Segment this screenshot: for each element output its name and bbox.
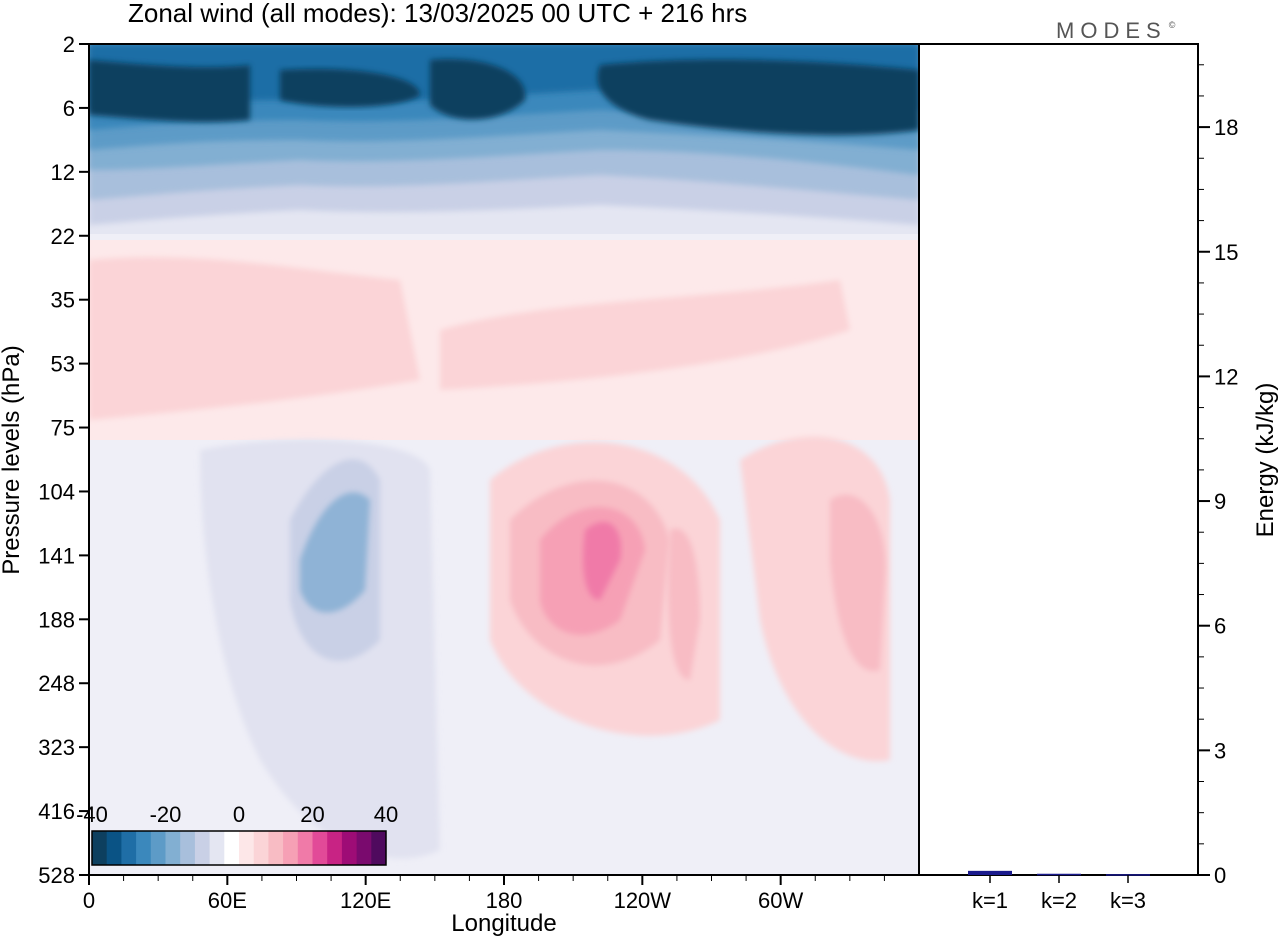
energy-bar bbox=[968, 870, 1012, 875]
x-tick-label: 60E bbox=[208, 888, 247, 913]
colorbar-swatch bbox=[165, 831, 181, 865]
chart-title: Zonal wind (all modes): 13/03/2025 00 UT… bbox=[128, 0, 748, 28]
colorbar-tick-label: 40 bbox=[374, 802, 398, 827]
x-tick-label: 120E bbox=[340, 888, 391, 913]
y-tick-label: 416 bbox=[38, 799, 75, 824]
colorbar-frame bbox=[91, 830, 387, 866]
energy-tick-label: 15 bbox=[1214, 240, 1238, 265]
colorbar-swatch bbox=[92, 831, 108, 865]
x-tick-label: 120W bbox=[614, 888, 672, 913]
field-region-blue-core bbox=[300, 492, 370, 613]
energy-tick-label: 3 bbox=[1214, 738, 1226, 763]
energy-tick-label: 9 bbox=[1214, 489, 1226, 514]
field-region-east-pink bbox=[440, 280, 850, 390]
colorbar-swatch bbox=[121, 831, 137, 865]
energy-bar bbox=[1106, 874, 1150, 876]
y-tick-label: 2 bbox=[63, 32, 75, 57]
y-tick-label: 141 bbox=[38, 543, 75, 568]
y-tick-label: 35 bbox=[51, 288, 75, 313]
field-core-west bbox=[89, 60, 250, 123]
colorbar-swatch bbox=[341, 831, 358, 865]
colorbar-tick-label: 20 bbox=[300, 802, 324, 827]
field-region-pink-core bbox=[583, 521, 621, 600]
colorbar-swatch bbox=[371, 831, 387, 865]
energy-category-label: k=2 bbox=[1041, 888, 1077, 913]
colorbar-swatch bbox=[327, 831, 343, 865]
energy-tick-label: 18 bbox=[1214, 115, 1238, 140]
colorbar-tick-label: 0 bbox=[233, 802, 245, 827]
x-tick-label: 0 bbox=[83, 888, 95, 913]
field-region-west-pink bbox=[89, 257, 420, 420]
colorbar-swatch bbox=[180, 831, 196, 865]
field-region-central-pink bbox=[668, 528, 700, 680]
y-tick-label: 528 bbox=[38, 863, 75, 888]
colorbar-swatch bbox=[312, 831, 328, 865]
y-tick-label: 6 bbox=[63, 96, 75, 121]
y-tick-label: 12 bbox=[51, 160, 75, 185]
colorbar-swatch bbox=[194, 831, 211, 865]
zonal-wind-field bbox=[89, 44, 919, 875]
field-core-mid bbox=[280, 68, 420, 107]
x-axis-label: Longitude bbox=[451, 910, 557, 937]
colorbar-swatch bbox=[268, 831, 284, 865]
energy-bar bbox=[1037, 873, 1081, 876]
energy-category-label: k=1 bbox=[972, 888, 1008, 913]
x-tick-label: 180 bbox=[486, 888, 523, 913]
colorbar-swatch bbox=[209, 831, 225, 865]
y-tick-label: 323 bbox=[38, 735, 75, 760]
colorbar-tick-label: -40 bbox=[76, 802, 108, 827]
colorbar-swatch bbox=[106, 831, 122, 865]
colorbar-swatch bbox=[224, 831, 240, 865]
colorbar-tick-label: -20 bbox=[150, 802, 182, 827]
colorbar-swatch bbox=[136, 831, 152, 865]
energy-category-label: k=3 bbox=[1110, 888, 1146, 913]
y-tick-label: 248 bbox=[38, 671, 75, 696]
energy-panel-frame bbox=[918, 43, 1199, 876]
colorbar-swatch bbox=[356, 831, 372, 865]
energy-tick-label: 12 bbox=[1214, 364, 1238, 389]
y-tick-label: 188 bbox=[38, 607, 75, 632]
y-tick-label: 75 bbox=[51, 416, 75, 441]
field-core-dateline bbox=[430, 59, 526, 120]
colorbar-swatch bbox=[150, 831, 166, 865]
x-tick-label: 60W bbox=[758, 888, 803, 913]
colorbar-swatch bbox=[297, 831, 313, 865]
energy-tick-label: 6 bbox=[1214, 614, 1226, 639]
y-tick-label: 53 bbox=[51, 352, 75, 377]
colorbar-swatch bbox=[283, 831, 299, 865]
field-region-east-pink-core bbox=[830, 494, 886, 672]
y-tick-label: 22 bbox=[51, 224, 75, 249]
colorbar-swatch bbox=[239, 831, 255, 865]
y-tick-label: 104 bbox=[38, 479, 75, 504]
modes-logo: MODES © bbox=[1056, 18, 1176, 43]
energy-tick-label: 0 bbox=[1214, 863, 1226, 888]
field-core-east bbox=[597, 59, 919, 136]
colorbar-swatch bbox=[253, 831, 269, 865]
